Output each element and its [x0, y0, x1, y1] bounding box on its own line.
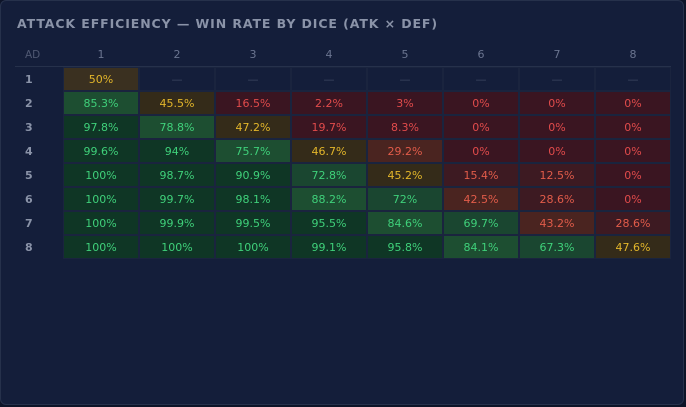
win-rate-cell: 100%	[63, 163, 139, 187]
win-rate-cell: 100%	[139, 235, 215, 259]
win-rate-cell: 0%	[519, 115, 595, 139]
table-body: 1 50% — — — — — — —2 85.3% 45.5% 16.5% 2.2% 3% 0% 0% 0% 3…	[15, 67, 671, 259]
win-rate-cell: 0%	[443, 115, 519, 139]
row-header: 6	[25, 192, 33, 206]
win-rate-cell: 85.3%	[63, 91, 139, 115]
table-row: 2 85.3% 45.5% 16.5% 2.2% 3% 0% 0% 0%	[15, 91, 671, 115]
win-rate-cell: 0%	[595, 91, 671, 115]
table-row: 1 50% — — — — — — —	[15, 67, 671, 91]
table-row: 6 100% 99.7% 98.1% 88.2% 72% 42.5% 28.6% 0%	[15, 187, 671, 211]
win-rate-cell: 99.9%	[139, 211, 215, 235]
win-rate-cell: 98.1%	[215, 187, 291, 211]
win-rate-cell: —	[139, 67, 215, 91]
row-header: 2	[25, 96, 33, 110]
row-header: 1	[25, 72, 33, 86]
win-rate-cell: 90.9%	[215, 163, 291, 187]
win-rate-cell: 47.2%	[215, 115, 291, 139]
table-row: 3 97.8% 78.8% 47.2% 19.7% 8.3% 0% 0% 0%	[15, 115, 671, 139]
win-rate-cell: 15.4%	[443, 163, 519, 187]
win-rate-cell: 99.5%	[215, 211, 291, 235]
column-header-3: 3	[215, 43, 291, 67]
win-rate-cell: 99.1%	[291, 235, 367, 259]
win-rate-cell: 42.5%	[443, 187, 519, 211]
win-rate-cell: 0%	[519, 91, 595, 115]
win-rate-cell: 50%	[63, 67, 139, 91]
win-rate-cell: 0%	[595, 163, 671, 187]
win-rate-cell: 95.8%	[367, 235, 443, 259]
win-rate-cell: 72%	[367, 187, 443, 211]
win-rate-cell: 0%	[443, 139, 519, 163]
row-header: 5	[25, 168, 33, 182]
win-rate-cell: 19.7%	[291, 115, 367, 139]
win-rate-cell: 100%	[215, 235, 291, 259]
win-rate-cell: 99.7%	[139, 187, 215, 211]
win-rate-cell: 3%	[367, 91, 443, 115]
win-rate-cell: 0%	[595, 187, 671, 211]
win-rate-cell: 78.8%	[139, 115, 215, 139]
header-row: AD 1 2 3 4 5 6 7 8	[15, 43, 671, 67]
panel-title: ATTACK EFFICIENCY — WIN RATE BY DICE (AT…	[17, 16, 438, 31]
row-header: 3	[25, 120, 33, 134]
column-header-6: 6	[443, 43, 519, 67]
row-header: 7	[25, 216, 33, 230]
win-rate-cell: 72.8%	[291, 163, 367, 187]
win-rate-cell: 45.5%	[139, 91, 215, 115]
win-rate-cell: 100%	[63, 211, 139, 235]
win-rate-table: AD 1 2 3 4 5 6 7 8 1 50% — — — — — — —2 85.3% 45.5…	[15, 43, 671, 259]
win-rate-cell: 88.2%	[291, 187, 367, 211]
win-rate-cell: 98.7%	[139, 163, 215, 187]
column-header-2: 2	[139, 43, 215, 67]
win-rate-cell: 97.8%	[63, 115, 139, 139]
win-rate-cell: 99.6%	[63, 139, 139, 163]
win-rate-cell: 0%	[519, 139, 595, 163]
table-row: 5 100% 98.7% 90.9% 72.8% 45.2% 15.4% 12.5% 0%	[15, 163, 671, 187]
win-rate-cell: 100%	[63, 235, 139, 259]
column-header-7: 7	[519, 43, 595, 67]
win-rate-cell: 16.5%	[215, 91, 291, 115]
win-rate-cell: 95.5%	[291, 211, 367, 235]
win-rate-cell: —	[595, 67, 671, 91]
corner-label: AD	[15, 43, 63, 67]
win-rate-cell: —	[519, 67, 595, 91]
win-rate-cell: 46.7%	[291, 139, 367, 163]
win-rate-cell: 0%	[595, 115, 671, 139]
win-rate-cell: 94%	[139, 139, 215, 163]
win-rate-cell: 43.2%	[519, 211, 595, 235]
win-rate-cell: 84.1%	[443, 235, 519, 259]
table-row: 4 99.6% 94% 75.7% 46.7% 29.2% 0% 0% 0%	[15, 139, 671, 163]
win-rate-cell: 67.3%	[519, 235, 595, 259]
win-rate-cell: —	[291, 67, 367, 91]
win-rate-cell: —	[443, 67, 519, 91]
win-rate-cell: 47.6%	[595, 235, 671, 259]
table-row: 7 100% 99.9% 99.5% 95.5% 84.6% 69.7% 43.2% 28.6%	[15, 211, 671, 235]
win-rate-cell: 8.3%	[367, 115, 443, 139]
win-rate-cell: 45.2%	[367, 163, 443, 187]
win-rate-cell: 12.5%	[519, 163, 595, 187]
row-header: 8	[25, 240, 33, 254]
column-header-5: 5	[367, 43, 443, 67]
win-rate-cell: 0%	[595, 139, 671, 163]
win-rate-cell: 28.6%	[595, 211, 671, 235]
win-rate-cell: 75.7%	[215, 139, 291, 163]
column-header-4: 4	[291, 43, 367, 67]
win-rate-cell: 100%	[63, 187, 139, 211]
win-rate-cell: 28.6%	[519, 187, 595, 211]
win-rate-cell: 29.2%	[367, 139, 443, 163]
column-header-1: 1	[63, 43, 139, 67]
win-rate-cell: 69.7%	[443, 211, 519, 235]
table-row: 8 100% 100% 100% 99.1% 95.8% 84.1% 67.3% 47.6%	[15, 235, 671, 259]
row-header: 4	[25, 144, 33, 158]
win-rate-cell: 84.6%	[367, 211, 443, 235]
win-rate-cell: 2.2%	[291, 91, 367, 115]
win-rate-cell: 0%	[443, 91, 519, 115]
win-rate-cell: —	[367, 67, 443, 91]
column-header-8: 8	[595, 43, 671, 67]
win-rate-cell: —	[215, 67, 291, 91]
